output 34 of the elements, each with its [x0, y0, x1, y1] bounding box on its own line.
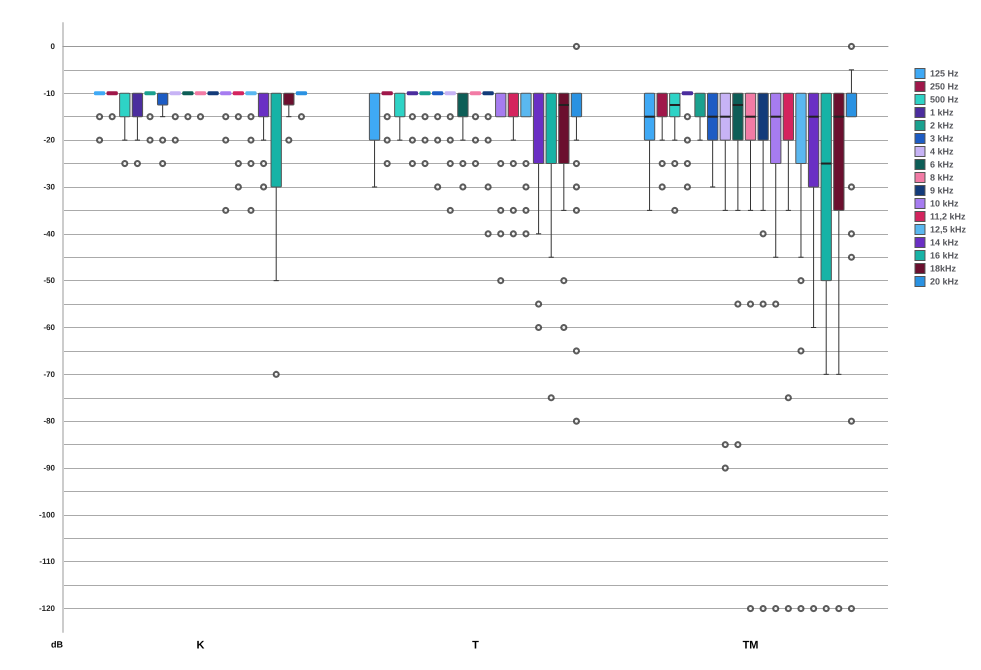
legend-label: 10 kHz [930, 198, 959, 208]
y-tick-label: -110 [39, 557, 56, 566]
x-tick-label: TM [742, 640, 758, 652]
legend-label: 2 kHz [930, 120, 954, 130]
y-tick-label: -60 [43, 323, 56, 332]
legend-label: 18kHz [930, 264, 956, 274]
y-tick-label: -120 [38, 604, 56, 614]
legend-label: 11,2 kHz [930, 212, 966, 222]
x-tick-label: K [196, 640, 205, 652]
x-tick-label: T [472, 640, 480, 652]
legend-label: 6 kHz [930, 160, 954, 170]
legend-label: 250 Hz [930, 82, 959, 92]
y-tick-label: -80 [43, 416, 56, 426]
y-tick-label: -70 [43, 370, 56, 379]
legend-label: 125 Hz [930, 68, 959, 78]
legend-label: 3 kHz [930, 134, 954, 144]
legend-label: 14 kHz [930, 238, 959, 248]
y-tick-label: -90 [43, 464, 56, 473]
y-tick-label: -50 [43, 276, 56, 286]
y-tick-label: -40 [43, 229, 56, 238]
legend-label: 9 kHz [930, 186, 954, 196]
legend-label: 12,5 kHz [930, 224, 966, 234]
y-tick-label: -30 [43, 182, 56, 192]
legend-label: 4 kHz [930, 146, 954, 156]
y-tick-label: -10 [43, 88, 56, 98]
legend-label: 500 Hz [930, 94, 959, 104]
legend-label: 20 kHz [930, 276, 959, 286]
legend-label: 8 kHz [930, 172, 954, 182]
y-tick-label: -100 [38, 510, 56, 520]
legend-label: 1 kHz [930, 108, 954, 118]
legend-label: 16 kHz [930, 250, 959, 260]
y-tick-label: 0 [50, 42, 56, 51]
y-axis-title: dB [51, 640, 64, 650]
y-tick-label: -20 [43, 136, 56, 145]
